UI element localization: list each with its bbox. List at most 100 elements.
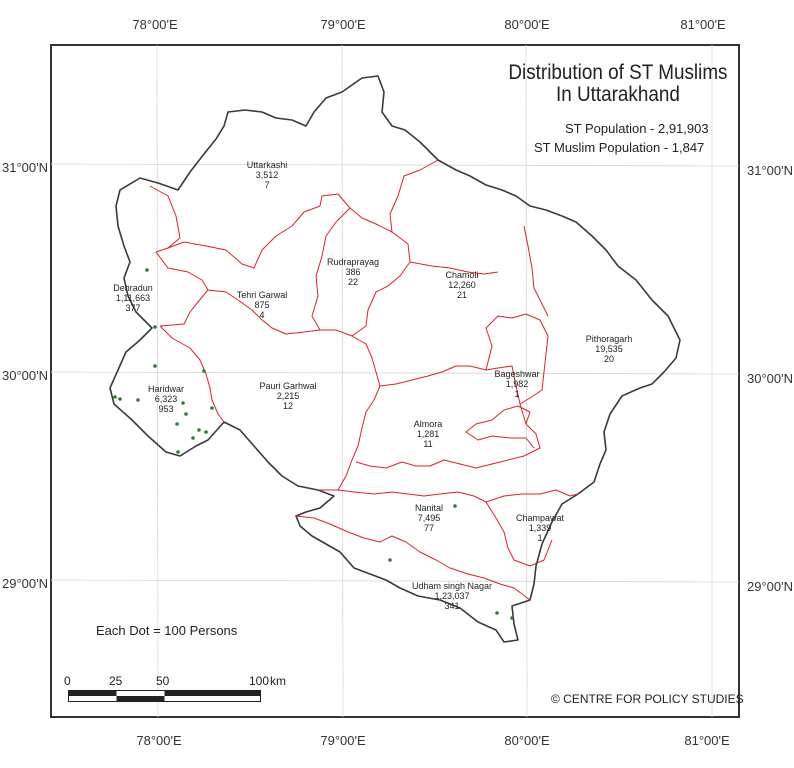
population-dot [204, 430, 208, 434]
district-population: 1,11,663 [115, 293, 151, 303]
population-dot [191, 436, 195, 440]
district-label-haridwar: Haridwar 6,323 953 [148, 384, 184, 414]
scale-tick-label: 0 [64, 674, 71, 688]
map-title: Distribution of ST Muslims In Uttarakhan… [509, 62, 728, 106]
district-name: Haridwar [147, 384, 185, 394]
district-population: 1,281 [416, 429, 440, 439]
population-dot [153, 364, 157, 368]
district-muslims: 77 [423, 523, 435, 533]
district-muslims: 22 [347, 277, 358, 287]
population-dot [113, 395, 117, 399]
district-population: 2,215 [276, 391, 300, 401]
population-dot [136, 398, 140, 402]
district-name: Udham singh Nagar [411, 581, 493, 591]
district-name: Pithoragarh [585, 334, 633, 344]
population-dot [495, 611, 499, 615]
population-dot [202, 369, 206, 373]
district-muslims: 341 [444, 601, 460, 611]
district-muslims: 377 [125, 303, 141, 313]
district-name: Nanital [414, 503, 444, 513]
graticule-left-label: 31°00'N [2, 160, 48, 175]
district-label-dehradun: Dehradun 1,11,663 377 [113, 283, 153, 313]
district-label-champawat: Champawat 1,339 1 [516, 513, 564, 543]
district-population: 1,23,037 [434, 591, 470, 601]
population-dot [118, 397, 122, 401]
population-dot [210, 406, 214, 410]
district-muslims: 12 [282, 401, 293, 411]
graticule-right-label: 29°00'N [747, 579, 793, 594]
population-dot [197, 428, 201, 432]
district-name: Bageshwar [494, 369, 540, 379]
population-dot [153, 325, 157, 329]
district-muslims: 21 [456, 290, 468, 300]
scale-tick-label: 25 [109, 674, 123, 688]
population-dot [145, 268, 149, 272]
district-name: Rudraprayag [326, 257, 380, 267]
st-population-stat: ST Population - 2,91,903 [565, 121, 709, 136]
district-population: 386 [345, 267, 361, 277]
district-label-pauri-garhwal: Pauri Garhwal 2,215 12 [259, 381, 316, 411]
district-population: 19,535 [595, 344, 623, 354]
district-name: Pauri Garhwal [259, 381, 317, 391]
graticule-top-label: 79°00'E [320, 17, 366, 32]
scale-tick-label: 50 [156, 674, 170, 688]
district-muslims: 20 [603, 354, 614, 364]
population-dot [388, 558, 392, 562]
district-muslims: 1 [537, 533, 543, 543]
graticule-top-label: 81°00'E [680, 17, 726, 32]
state-border [109, 75, 681, 643]
scale-bar [68, 690, 261, 702]
graticule-bottom-label: 80°00'E [504, 733, 550, 748]
graticule-top-label: 80°00'E [504, 17, 550, 32]
graticule-top-label: 78°00'E [132, 17, 178, 32]
district-label-tehri-garwal: Tehri Garwal 875 4 [237, 290, 288, 320]
district-name: Champawat [515, 513, 565, 523]
district-label-rudraprayag: Rudraprayag 386 22 [327, 257, 379, 287]
district-label-nanital: Nanital 7,495 77 [415, 503, 443, 533]
district-muslims: 7 [264, 180, 270, 190]
graticule-bottom-label: 81°00'E [684, 733, 730, 748]
population-dots [113, 268, 514, 620]
district-muslims: 11 [423, 439, 433, 449]
population-dot [175, 422, 179, 426]
map-frame [50, 44, 740, 718]
graticule-right-label: 30°00'N [747, 371, 793, 386]
population-dot [453, 504, 457, 508]
map-title-line-1: Distribution of ST Muslims [508, 61, 728, 84]
population-dot [184, 412, 188, 416]
district-name: Dehradun [113, 283, 153, 293]
district-muslims: 953 [158, 404, 174, 414]
district-label-almora: Almora 1,281 11 [414, 419, 443, 449]
district-population: 1,339 [528, 523, 552, 533]
district-name: Almora [413, 419, 443, 429]
district-label-pithoragarh: Pithoragarh 19,535 20 [586, 334, 633, 364]
copyright-notice: © CENTRE FOR POLICY STUDIES [551, 692, 744, 706]
district-name: Tehri Garwal [236, 290, 288, 300]
district-population: 875 [254, 300, 270, 310]
district-population: 3,512 [255, 170, 279, 180]
scale-tick-label: 100 [249, 674, 270, 688]
dot-legend: Each Dot = 100 Persons [96, 623, 238, 638]
map-title-line-2: In Uttarakhand [556, 83, 681, 106]
population-dot [510, 616, 514, 620]
graticule-bottom-label: 79°00'E [320, 733, 366, 748]
st-muslim-population-stat: ST Muslim Population - 1,847 [534, 140, 705, 155]
graticule-right-label: 31°00'N [747, 163, 793, 178]
district-borders [149, 159, 579, 601]
district-name: Uttarkashi [246, 160, 288, 170]
district-population: 12,260 [448, 280, 476, 290]
graticule-left-label: 29°00'N [2, 576, 48, 591]
district-label-chamoli: Chamoli 12,260 21 [445, 270, 478, 300]
district-population: 6,323 [154, 394, 178, 404]
district-label-udham-singh-nagar: Udham singh Nagar 1,23,037 341 [412, 581, 492, 611]
population-dot [181, 401, 185, 405]
district-muslims: 4 [259, 310, 265, 320]
district-muslims: 1 [514, 389, 520, 399]
scale-unit-label: km [270, 674, 286, 688]
graticule-lines [50, 44, 740, 718]
population-dot [176, 450, 180, 454]
district-name: Chamoli [445, 270, 479, 280]
district-population: 1,982 [505, 379, 529, 389]
graticule-left-label: 30°00'N [2, 368, 48, 383]
